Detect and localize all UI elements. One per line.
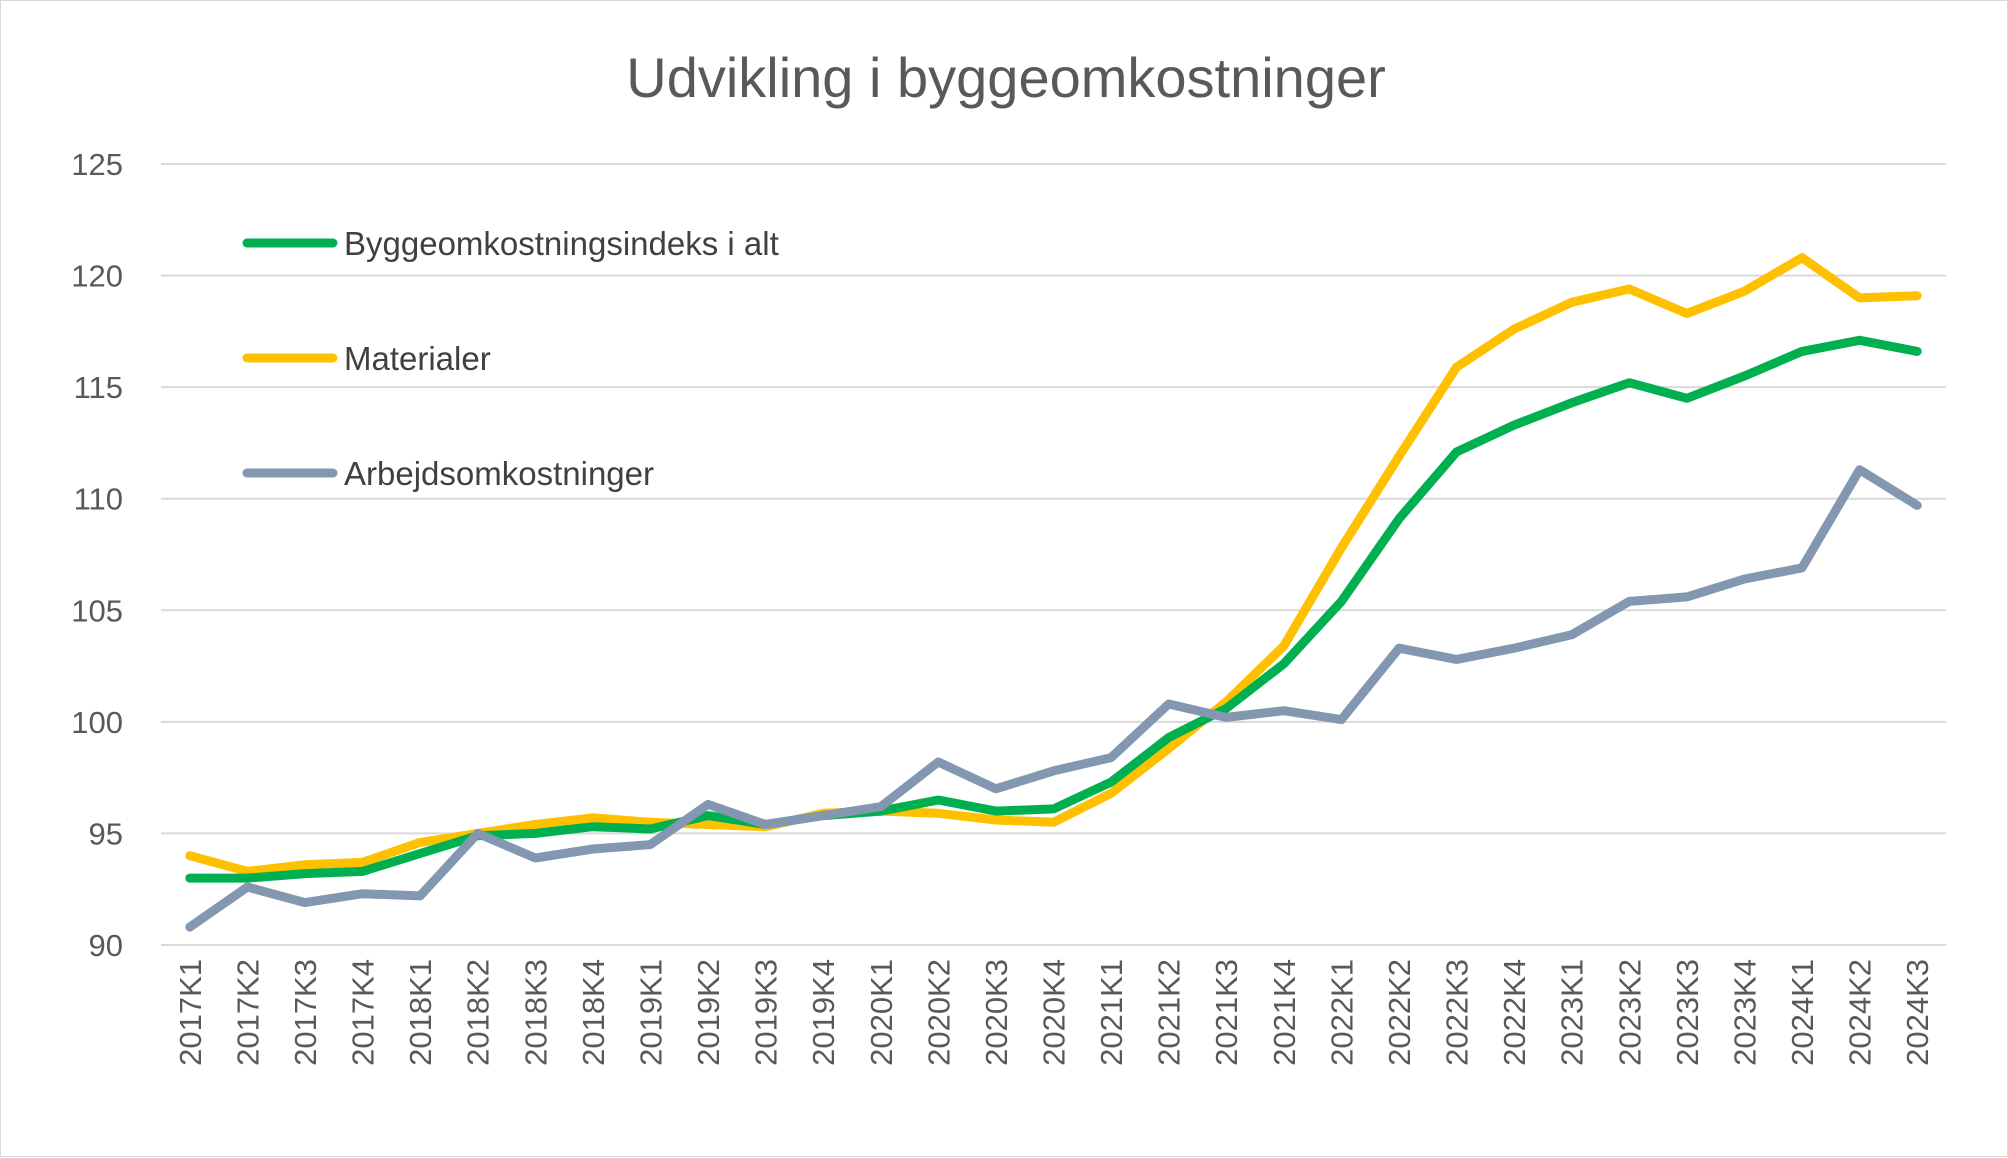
x-tick-label: 2023K1 (1555, 959, 1590, 1066)
y-tick-label: 90 (89, 928, 123, 963)
x-tick-label: 2018K1 (403, 959, 438, 1066)
x-tick-label: 2022K1 (1324, 959, 1359, 1066)
x-tick-label: 2024K1 (1785, 959, 1820, 1066)
series-line-1 (185, 335, 1922, 883)
x-tick-label: 2022K2 (1382, 959, 1417, 1066)
x-tick-label: 2021K1 (1094, 959, 1129, 1066)
x-tick-label: 2019K2 (691, 959, 726, 1066)
x-tick-label: 2021K3 (1209, 959, 1244, 1066)
x-tick-label: 2022K3 (1440, 959, 1475, 1066)
x-tick-label: 2020K3 (979, 959, 1014, 1066)
x-tick-label: 2019K1 (633, 959, 668, 1066)
x-tick-label: 2017K1 (173, 959, 208, 1066)
y-tick-label: 100 (71, 705, 123, 740)
y-axis-tick-labels: 90 95 100 105 110 115 120 125 (71, 147, 123, 963)
y-tick-label: 120 (71, 259, 123, 294)
x-tick-label: 2020K1 (864, 959, 899, 1066)
x-tick-label: 2023K4 (1727, 959, 1762, 1066)
x-tick-label: 2022K4 (1497, 959, 1532, 1066)
x-tick-label: 2018K4 (576, 959, 611, 1066)
gridlines (161, 163, 1946, 946)
x-tick-label: 2021K4 (1267, 959, 1302, 1066)
x-tick-label: 2019K4 (806, 959, 841, 1066)
x-tick-label: 2020K4 (1037, 959, 1072, 1066)
y-tick-label: 115 (74, 370, 123, 405)
legend-label-2: Materialer (344, 340, 491, 377)
series-lines (185, 253, 1922, 932)
x-tick-label: 2024K3 (1900, 959, 1935, 1066)
x-tick-label: 2017K4 (346, 959, 381, 1066)
x-tick-label: 2023K2 (1612, 959, 1647, 1066)
x-tick-label: 2024K2 (1843, 959, 1878, 1066)
y-tick-label: 125 (71, 147, 123, 182)
x-axis-tick-labels: 2017K1 2017K2 2017K3 2017K4 2018K1 2018K2 2018… (173, 959, 1935, 1066)
legend: Byggeomkostningsindeks i alt Materialer Ar… (242, 225, 779, 492)
x-tick-label: 2023K3 (1670, 959, 1705, 1066)
legend-label-1: Byggeomkostningsindeks i alt (344, 225, 779, 262)
x-tick-label: 2017K3 (288, 959, 323, 1066)
x-tick-label: 2017K2 (230, 959, 265, 1066)
x-tick-label: 2018K3 (518, 959, 553, 1066)
x-tick-label: 2019K3 (749, 959, 784, 1066)
x-tick-label: 2020K2 (921, 959, 956, 1066)
legend-label-3: Arbejdsomkostninger (344, 455, 654, 492)
series-line-3 (185, 465, 1922, 932)
y-tick-label: 110 (74, 482, 123, 517)
x-tick-label: 2018K2 (461, 959, 496, 1066)
chart-title: Udvikling i byggeomkostninger (626, 46, 1386, 109)
y-tick-label: 95 (89, 816, 123, 851)
x-tick-label: 2021K2 (1152, 959, 1187, 1066)
y-tick-label: 105 (71, 593, 123, 628)
